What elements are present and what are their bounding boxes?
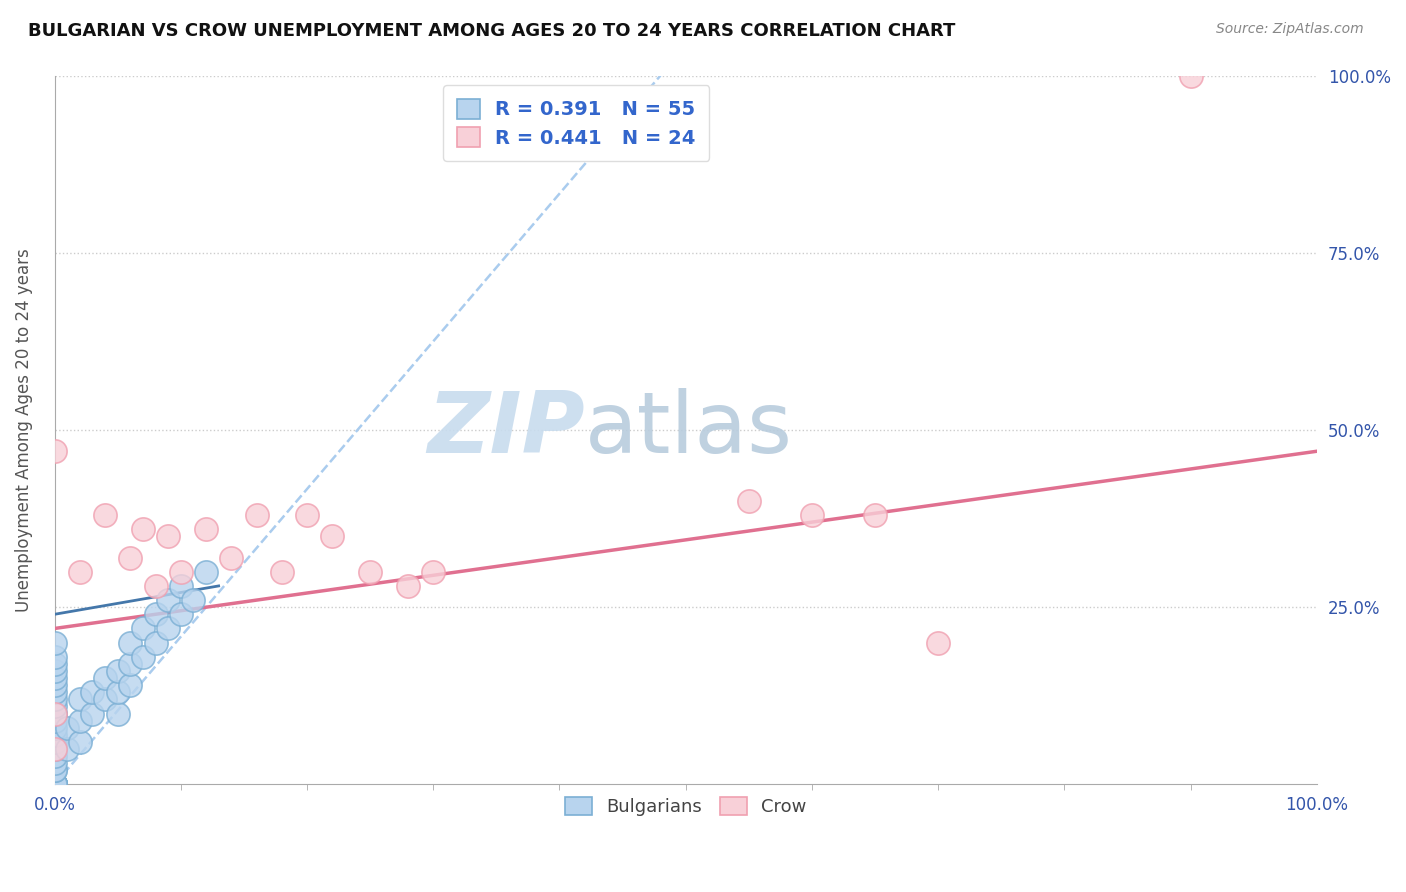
Point [132, 622, 155, 636]
Point [44, 777, 66, 791]
Point [120, 678, 142, 692]
Point [44, 664, 66, 678]
Point [195, 522, 218, 536]
Point [44, 699, 66, 714]
Point [44, 706, 66, 721]
Point [44, 777, 66, 791]
Point [359, 565, 381, 579]
Text: Source: ZipAtlas.com: Source: ZipAtlas.com [1216, 22, 1364, 37]
Point [183, 593, 205, 607]
Point [44, 671, 66, 685]
Legend: Bulgarians, Crow: Bulgarians, Crow [555, 788, 815, 825]
Point [145, 579, 167, 593]
Point [44, 742, 66, 756]
Point [69, 735, 91, 749]
Point [800, 508, 823, 522]
Point [44, 635, 66, 649]
Point [44, 678, 66, 692]
Point [132, 649, 155, 664]
Text: BULGARIAN VS CROW UNEMPLOYMENT AMONG AGES 20 TO 24 YEARS CORRELATION CHART: BULGARIAN VS CROW UNEMPLOYMENT AMONG AGE… [28, 22, 956, 40]
Point [44, 706, 66, 721]
Point [120, 657, 142, 671]
Point [44, 649, 66, 664]
Point [44, 685, 66, 699]
Point [44, 735, 66, 749]
Point [44, 657, 66, 671]
Point [94, 671, 117, 685]
Point [270, 565, 292, 579]
Point [82, 706, 104, 721]
Point [738, 494, 761, 508]
Point [170, 565, 193, 579]
Point [107, 706, 129, 721]
Point [44, 777, 66, 791]
Point [44, 444, 66, 458]
Point [44, 728, 66, 742]
Point [170, 579, 193, 593]
Point [120, 635, 142, 649]
Point [44, 721, 66, 735]
Point [44, 777, 66, 791]
Point [69, 714, 91, 728]
Point [245, 508, 267, 522]
Point [44, 706, 66, 721]
Point [44, 742, 66, 756]
Point [422, 565, 444, 579]
Point [120, 550, 142, 565]
Point [56, 742, 79, 756]
Point [44, 756, 66, 771]
Point [69, 692, 91, 706]
Point [396, 579, 419, 593]
Point [295, 508, 318, 522]
Point [145, 635, 167, 649]
Point [44, 764, 66, 778]
Point [44, 777, 66, 791]
Point [44, 777, 66, 791]
Text: atlas: atlas [585, 389, 793, 472]
Y-axis label: Unemployment Among Ages 20 to 24 years: Unemployment Among Ages 20 to 24 years [15, 248, 32, 612]
Point [927, 635, 949, 649]
Point [1180, 69, 1202, 83]
Text: ZIP: ZIP [427, 389, 585, 472]
Point [863, 508, 886, 522]
Point [44, 714, 66, 728]
Point [219, 550, 242, 565]
Point [44, 749, 66, 764]
Point [94, 692, 117, 706]
Point [157, 622, 180, 636]
Point [107, 685, 129, 699]
Point [132, 522, 155, 536]
Point [44, 692, 66, 706]
Point [170, 607, 193, 622]
Point [44, 764, 66, 778]
Point [321, 529, 343, 543]
Point [107, 664, 129, 678]
Point [69, 565, 91, 579]
Point [44, 777, 66, 791]
Point [157, 529, 180, 543]
Point [82, 685, 104, 699]
Point [195, 565, 218, 579]
Point [44, 777, 66, 791]
Point [145, 607, 167, 622]
Point [94, 508, 117, 522]
Point [157, 593, 180, 607]
Point [44, 777, 66, 791]
Point [56, 721, 79, 735]
Point [44, 777, 66, 791]
